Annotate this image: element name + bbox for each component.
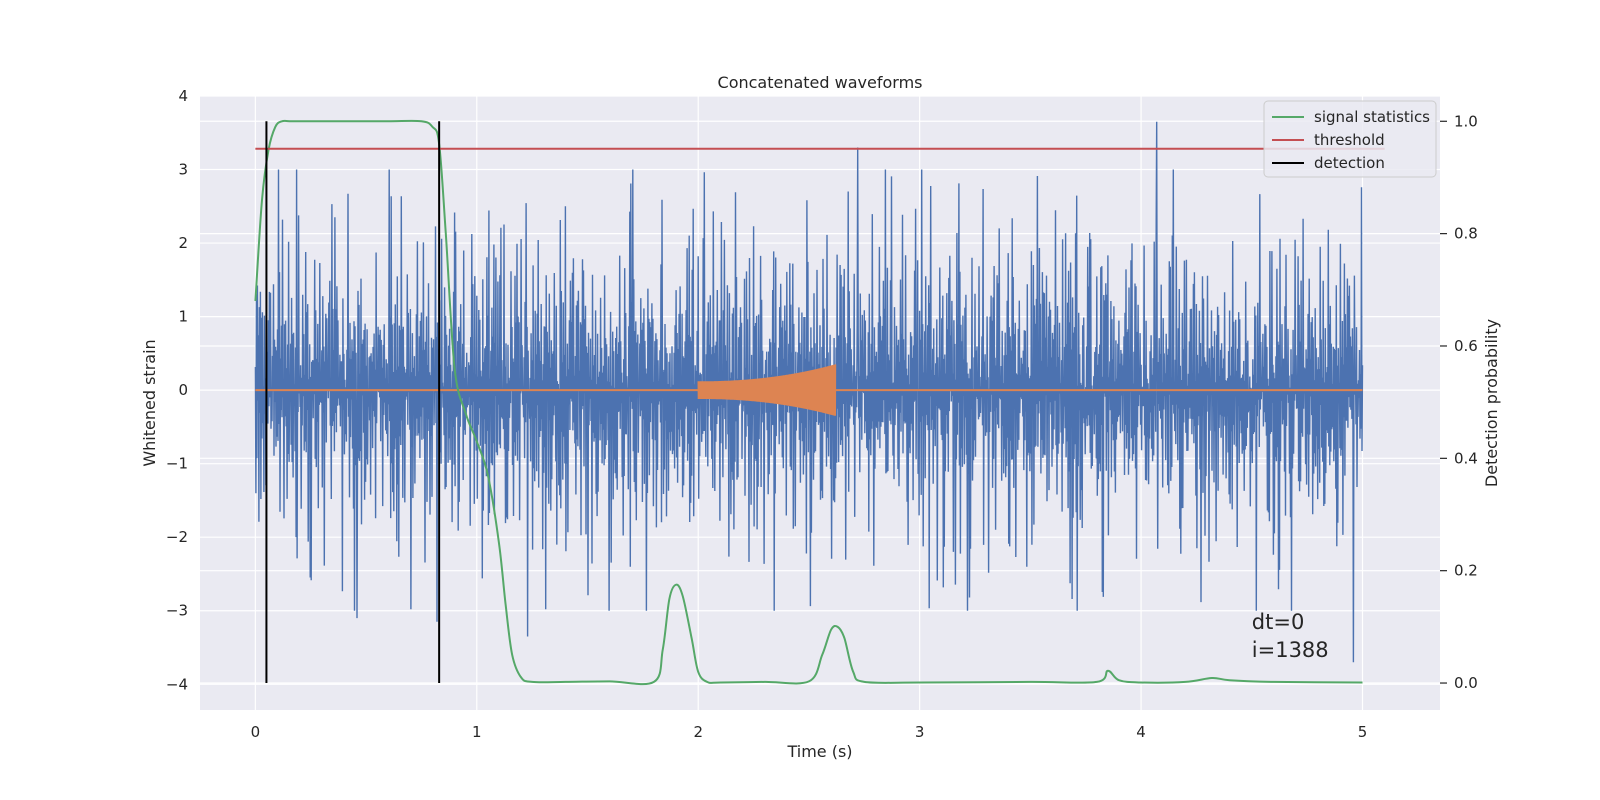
signal-statistics-line	[254, 119, 1363, 686]
annotation-dt: dt=0	[1252, 610, 1305, 634]
y-right-tick-label: 0.8	[1454, 225, 1478, 243]
y-axis-left-label: Whitened strain	[140, 339, 159, 466]
y-right-tick-label: 0.6	[1454, 337, 1478, 355]
x-tick-label: 5	[1358, 723, 1368, 741]
plot-area	[254, 119, 1385, 686]
axes: 0 1 2 3 4 5 −4 −3 −2 −1 0 1 2 3 4 0.0 0.2 0.4 0.6 0.8 1.0	[166, 87, 1478, 741]
y-axis-right-label: Detection probability	[1482, 319, 1501, 487]
x-tick-label: 2	[693, 723, 703, 741]
legend-label: threshold	[1314, 131, 1385, 149]
legend-label: signal statistics	[1314, 108, 1430, 126]
annotation-index: i=1388	[1252, 638, 1329, 662]
chart-title: Concatenated waveforms	[718, 73, 923, 92]
y-left-tick-label: 1	[178, 308, 188, 326]
injected-signal-chirp	[697, 364, 837, 416]
y-left-tick-label: 0	[178, 381, 188, 399]
y-left-tick-label: 2	[178, 234, 188, 252]
y-left-tick-label: 4	[178, 87, 188, 105]
y-left-tick-label: −3	[166, 602, 188, 620]
x-tick-label: 4	[1136, 723, 1146, 741]
y-left-tick-label: −4	[166, 675, 188, 693]
y-left-tick-label: −2	[166, 528, 188, 546]
y-right-tick-label: 1.0	[1454, 112, 1478, 130]
y-right-tick-label: 0.0	[1454, 674, 1478, 692]
x-tick-label: 0	[251, 723, 261, 741]
y-right-tick-label: 0.2	[1454, 562, 1478, 580]
y-left-tick-label: −1	[166, 455, 188, 473]
x-tick-label: 3	[915, 723, 925, 741]
legend: signal statistics threshold detection	[1263, 100, 1437, 178]
annotation: dt=0 i=1388	[1252, 610, 1329, 662]
y-right-tick-label: 0.4	[1454, 449, 1478, 467]
legend-box	[1263, 100, 1437, 178]
x-tick-label: 1	[472, 723, 482, 741]
legend-label: detection	[1314, 154, 1385, 172]
y-left-tick-label: 3	[178, 161, 188, 179]
x-axis-label: Time (s)	[786, 742, 852, 761]
